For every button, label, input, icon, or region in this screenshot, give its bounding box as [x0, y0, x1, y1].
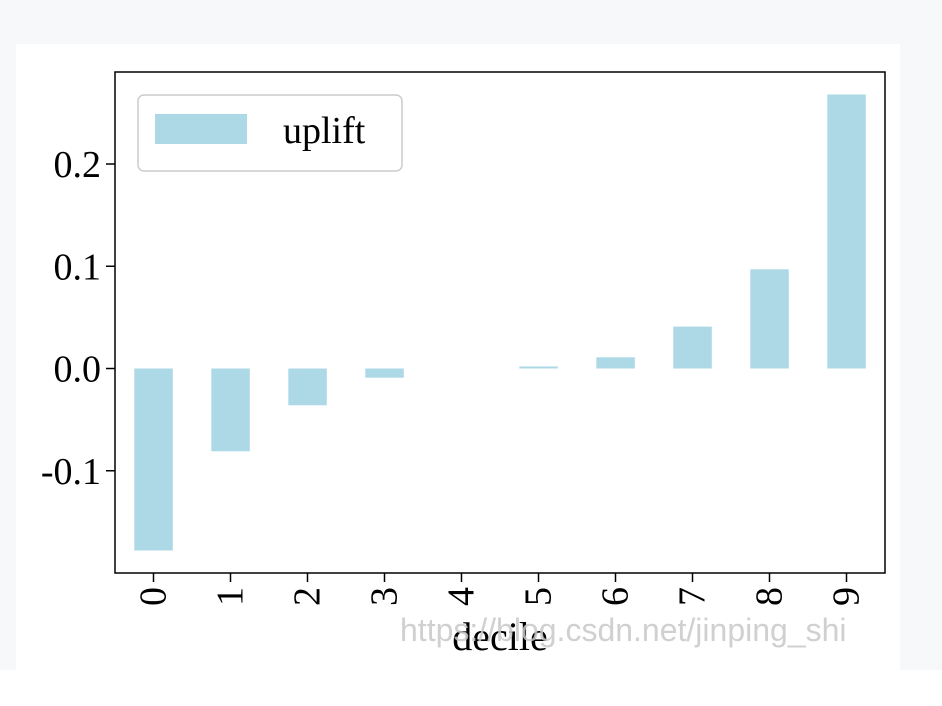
bar-decile-9	[827, 94, 866, 369]
x-axis-label: decile	[452, 614, 548, 659]
y-tick-label: 0.2	[54, 144, 102, 186]
x-tick-label-4: 4	[441, 587, 483, 606]
bar-decile-2	[288, 368, 327, 406]
x-tick-label-8: 8	[749, 587, 791, 606]
x-tick-label-5: 5	[518, 587, 560, 606]
x-tick-label-1: 1	[210, 587, 252, 606]
bar-decile-7	[673, 326, 712, 369]
bar-decile-1	[211, 368, 250, 452]
x-tick-label-9: 9	[826, 587, 868, 606]
bar-decile-6	[596, 357, 635, 369]
bar-decile-5	[519, 366, 558, 369]
x-tick-label-0: 0	[133, 587, 175, 606]
y-tick-label: -0.1	[41, 451, 101, 493]
plot-frame	[114, 71, 886, 574]
bar-decile-3	[365, 368, 404, 378]
bar-decile-0	[134, 368, 173, 551]
x-axis: 0 1 2 3 4 5 6 7 8 9	[133, 573, 868, 606]
legend: uplift	[137, 94, 403, 172]
x-tick-label-7: 7	[672, 587, 714, 606]
y-tick-label: 0.1	[54, 246, 102, 288]
page-band-left	[0, 44, 16, 670]
bar-decile-8	[750, 269, 789, 369]
y-tick-label: 0.0	[54, 349, 102, 391]
legend-label-uplift: uplift	[283, 110, 366, 152]
x-tick-label-3: 3	[364, 587, 406, 606]
x-tick-label-6: 6	[595, 587, 637, 606]
page-band-right	[900, 0, 942, 670]
bars-layer	[134, 94, 866, 551]
legend-swatch-uplift	[155, 114, 247, 144]
watermark-text: https://blog.csdn.net/jinping_shi	[400, 612, 847, 648]
y-axis: -0.1 0.0 0.1 0.2	[41, 144, 115, 493]
x-tick-label-2: 2	[287, 587, 329, 606]
page-band-top	[0, 0, 942, 44]
